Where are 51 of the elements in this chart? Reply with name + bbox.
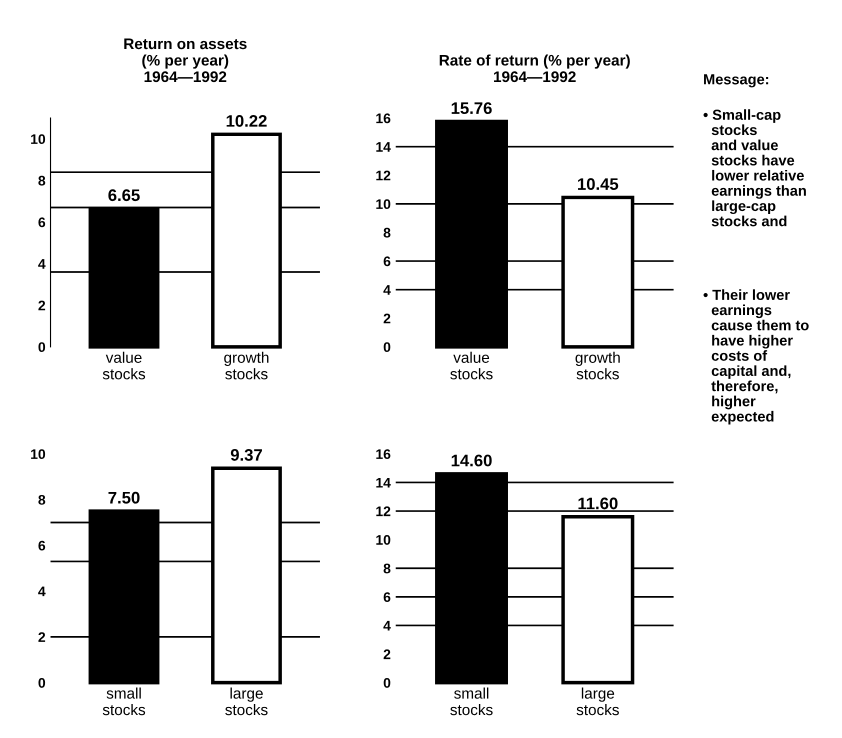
data-label: 10.45 bbox=[578, 178, 618, 190]
x-tick-label: large stocks bbox=[576, 688, 619, 716]
y-tick-label: 4 bbox=[383, 285, 391, 295]
text: • Their lower earnings cause them to have higher costs of capital and, therefore, higher expected bbox=[704, 289, 809, 425]
data-label: 10.22 bbox=[226, 115, 267, 127]
y-tick-label: 8 bbox=[38, 494, 46, 505]
y-tick-label: 4 bbox=[38, 259, 46, 269]
x-tick-label: value stocks bbox=[450, 352, 493, 380]
y-tick-label: 16 bbox=[376, 449, 390, 460]
y-tick-label: 6 bbox=[38, 217, 46, 228]
y-tick-label: 2 bbox=[38, 632, 46, 642]
text: Message: bbox=[704, 74, 768, 88]
y-tick-label: 2 bbox=[38, 300, 46, 310]
y-tick-label: 4 bbox=[383, 620, 391, 630]
y-tick-label: 14 bbox=[376, 142, 391, 152]
y-tick-label: 8 bbox=[384, 564, 390, 574]
y-tick-label: 6 bbox=[384, 592, 390, 602]
y-tick-label: 12 bbox=[376, 506, 390, 516]
x-tick-label: small stocks bbox=[102, 688, 146, 716]
x-tick-label: value stocks bbox=[102, 352, 146, 380]
data-label: 11.60 bbox=[578, 498, 618, 510]
y-tick-label: 10 bbox=[31, 449, 46, 460]
y-tick-label: 10 bbox=[376, 199, 390, 210]
data-label: 6.65 bbox=[108, 189, 140, 202]
y-tick-label: 10 bbox=[376, 534, 390, 545]
y-tick-label: 12 bbox=[376, 170, 390, 180]
x-tick-label: small stocks bbox=[450, 688, 493, 716]
data-label: 7.50 bbox=[108, 492, 140, 504]
y-tick-label: 14 bbox=[376, 478, 391, 488]
x-tick-label: growth stocks bbox=[224, 352, 268, 380]
y-tick-label: 0 bbox=[384, 678, 390, 688]
y-tick-label: 0 bbox=[38, 342, 46, 352]
y-tick-label: 8 bbox=[38, 176, 46, 186]
data-label: 15.76 bbox=[452, 102, 492, 114]
y-tick-label: 6 bbox=[384, 256, 390, 266]
x-tick-label: growth stocks bbox=[576, 352, 620, 380]
data-label: 14.60 bbox=[452, 454, 492, 466]
y-tick-label: 0 bbox=[384, 342, 390, 352]
y-tick-label: 2 bbox=[384, 314, 390, 324]
y-tick-label: 10 bbox=[31, 134, 46, 144]
y-tick-label: 4 bbox=[38, 586, 46, 596]
y-tick-label: 2 bbox=[384, 649, 390, 660]
chart-title: Rate of return (% per year) 1964—1992 bbox=[440, 54, 630, 82]
x-tick-label: large stocks bbox=[225, 688, 268, 716]
y-tick-label: 16 bbox=[376, 113, 390, 124]
y-tick-label: 6 bbox=[38, 540, 46, 551]
y-tick-label: 8 bbox=[384, 228, 390, 238]
chart-title: Return on assets (% per year) 1964—1992 bbox=[124, 38, 247, 82]
text: • Small-cap stocks and value stocks have lower relative earnings than large-cap stocks and bbox=[704, 109, 806, 226]
data-label: 9.37 bbox=[230, 449, 262, 461]
y-tick-label: 0 bbox=[38, 678, 46, 688]
